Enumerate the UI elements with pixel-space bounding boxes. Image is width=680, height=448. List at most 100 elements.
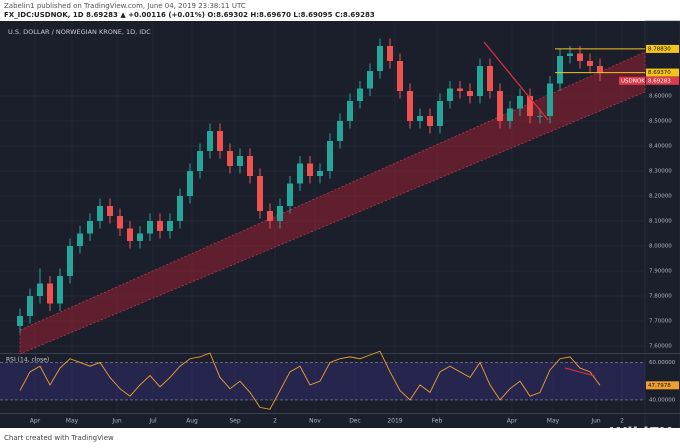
candle-body: [97, 206, 103, 221]
price-tag: [646, 44, 679, 53]
candle-body: [287, 183, 293, 206]
rsi-label: RSI (14, close): [6, 357, 49, 364]
price-tag: [646, 68, 679, 77]
candle-body: [317, 171, 323, 176]
candle-body: [117, 216, 123, 229]
candle-body: [107, 206, 113, 216]
x-tick-label: 2: [620, 418, 624, 425]
x-tick-label: 2019: [387, 418, 402, 425]
chart-title: U.S. DOLLAR / NORWEGIAN KRONE, 1D, IDC: [8, 28, 151, 36]
candle-body: [37, 283, 43, 296]
candle-body: [557, 56, 563, 84]
candle-body: [307, 163, 313, 176]
x-tick-label: Dec: [349, 418, 361, 425]
candle-body: [537, 116, 543, 117]
x-tick-label: Apr: [30, 418, 41, 425]
y-tick-label: 7.80000: [649, 294, 672, 300]
candle-body: [347, 101, 353, 121]
y-tick-label: 7.70000: [649, 319, 672, 325]
candle-body: [177, 196, 183, 221]
watermark: WikiFX: [609, 424, 672, 443]
rsi-last-label: 47.7978: [648, 383, 671, 389]
rsi-line: [19, 350, 601, 410]
publisher-line: Zabelin1 published on TradingView.com, J…: [4, 2, 246, 10]
candle-body: [477, 66, 483, 96]
candle-body: [57, 276, 63, 304]
price-tag-label: 8.69370: [648, 70, 671, 76]
quote-line: FX_IDC:USDNOK, 1D 8.69283 ▲ +0.00116 (+0…: [4, 11, 375, 19]
rsi-tick-label: 60.00000: [649, 360, 676, 366]
trend-line: [483, 41, 549, 121]
candle-body: [257, 176, 263, 211]
trend-channel: [19, 51, 646, 355]
candle-body: [137, 233, 143, 241]
candle-body: [127, 228, 133, 241]
candle-body: [197, 151, 203, 171]
candle-body: [327, 141, 333, 171]
candle-body: [87, 221, 93, 234]
candles: [17, 38, 603, 334]
candle-body: [587, 61, 593, 66]
x-tick-label: Nov: [309, 418, 321, 425]
price-axis: [644, 20, 680, 429]
candle-body: [457, 88, 463, 91]
x-tick-label: May: [66, 418, 79, 425]
footer-credit: Chart created with TradingView: [4, 434, 114, 442]
chart-background: [0, 21, 680, 428]
candle-body: [187, 171, 193, 196]
x-tick-label: Jun: [111, 418, 122, 425]
candle-body: [227, 151, 233, 166]
candle-body: [427, 116, 433, 126]
symbol-tag-label: USDNOK: [621, 78, 645, 84]
x-tick-label: Jun: [590, 418, 601, 425]
candle-body: [437, 101, 443, 126]
y-tick-label: 8.10000: [649, 219, 672, 225]
x-tick-label: 2: [273, 418, 277, 425]
candle-body: [397, 61, 403, 91]
candle-body: [77, 233, 83, 246]
candle-body: [367, 71, 373, 89]
candle-body: [497, 91, 503, 121]
y-tick-label: 7.60000: [649, 344, 672, 350]
candle-body: [487, 66, 493, 91]
rsi-trend-line: [564, 367, 596, 377]
last-price-label: 8.69283: [648, 78, 671, 84]
candle-body: [357, 88, 363, 101]
candle-body: [17, 316, 23, 326]
x-tick-label: Apr: [507, 418, 518, 425]
candle-body: [577, 53, 583, 61]
candle-body: [467, 91, 473, 96]
y-tick-label: 8.30000: [649, 169, 672, 175]
candle-body: [157, 221, 163, 231]
candle-body: [207, 131, 213, 151]
candle-body: [527, 96, 533, 116]
candle-body: [237, 156, 243, 166]
candle-body: [217, 131, 223, 151]
candle-body: [297, 163, 303, 184]
candle-body: [47, 283, 53, 304]
candle-body: [517, 96, 523, 109]
candle-body: [67, 246, 73, 276]
candle-body: [247, 156, 253, 176]
candle-body: [417, 116, 423, 121]
candle-body: [507, 108, 513, 121]
last-price-tag: [646, 76, 679, 85]
y-tick-label: 8.50000: [649, 119, 672, 125]
candle-body: [377, 46, 383, 71]
rsi-band: [0, 362, 645, 400]
y-tick-label: 8.00000: [649, 244, 672, 250]
rsi-tick-label: 40.00000: [649, 397, 676, 403]
x-tick-label: Jul: [148, 418, 157, 425]
candle-body: [267, 211, 273, 221]
candle-body: [407, 91, 413, 121]
candle-body: [27, 296, 33, 316]
candle-body: [337, 121, 343, 141]
rsi-last-tag: [646, 381, 679, 390]
candle-body: [167, 221, 173, 231]
y-tick-label: 7.90000: [649, 269, 672, 275]
x-tick-label: Feb: [432, 418, 443, 425]
y-tick-label: 8.20000: [649, 194, 672, 200]
candle-body: [597, 66, 603, 73]
